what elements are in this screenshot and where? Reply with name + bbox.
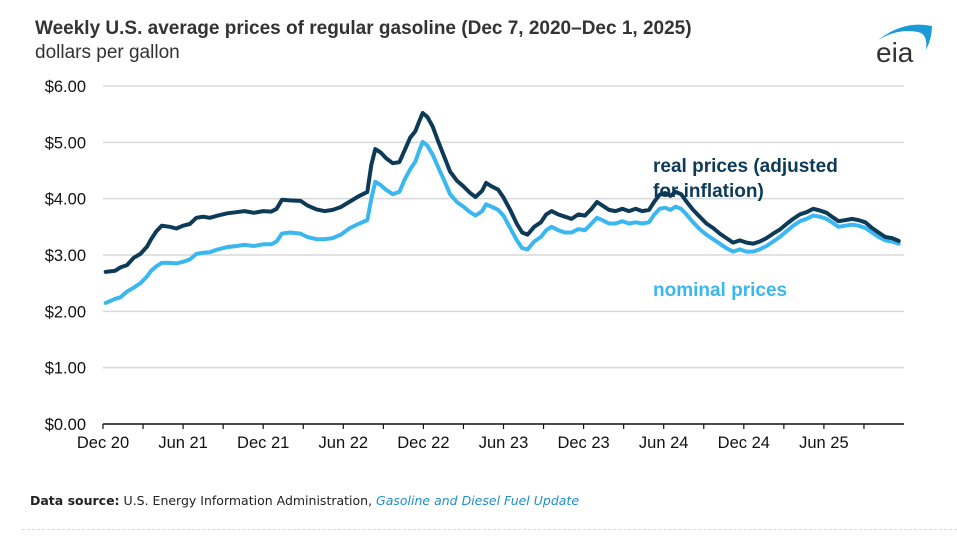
nominal-prices-line: [103, 139, 901, 305]
data-source: Data source: U.S. Energy Information Adm…: [30, 493, 579, 508]
eia-logo-text: eia: [876, 37, 914, 66]
annotations: real prices (adjusted for inflation) nomin…: [653, 156, 838, 301]
x-axis: Dec 20 Jun 21 Dec 21 Jun 22 Dec 22 Jun 23 Dec …: [77, 423, 904, 452]
x-tick-label: Dec 21: [237, 434, 289, 452]
real-prices-line: [103, 111, 901, 274]
source-link[interactable]: Gasoline and Diesel Fuel Update: [376, 493, 580, 508]
y-tick-label: $4.00: [45, 191, 86, 209]
x-tick-label: Jun 25: [799, 434, 849, 452]
x-tick-label: Dec 22: [397, 434, 449, 452]
chart-subtitle: dollars per gallon: [35, 42, 180, 63]
nominal-prices-label: nominal prices: [653, 280, 787, 301]
y-tick-label: $6.00: [45, 78, 86, 96]
chart-title: Weekly U.S. average prices of regular ga…: [35, 18, 692, 39]
source-label: Data source:: [30, 493, 120, 508]
eia-logo-arc: [878, 24, 932, 50]
x-tick-label: Dec 20: [77, 434, 129, 452]
y-tick-label: $3.00: [45, 247, 86, 265]
series-lines: [103, 111, 901, 305]
y-tick-label: $5.00: [45, 134, 86, 152]
x-tick-label: Dec 24: [718, 434, 770, 452]
y-tick-label: $1.00: [45, 360, 86, 378]
source-text: U.S. Energy Information Administration,: [123, 493, 373, 508]
y-axis: $0.00 $1.00 $2.00 $3.00 $4.00 $5.00 $6.00: [45, 78, 86, 434]
real-prices-label: for inflation): [653, 181, 764, 202]
line-chart: $0.00 $1.00 $2.00 $3.00 $4.00 $5.00 $6.00 Dec …: [45, 78, 904, 452]
y-tick-label: $2.00: [45, 303, 86, 321]
x-tick-label: Jun 22: [319, 434, 369, 452]
x-tick-label: Jun 24: [639, 434, 689, 452]
eia-logo: eia: [876, 24, 932, 66]
x-tick-label: Jun 23: [479, 434, 529, 452]
x-tick-label: Dec 23: [557, 434, 609, 452]
x-tick-label: Jun 21: [158, 434, 208, 452]
real-prices-label: real prices (adjusted: [653, 156, 838, 177]
y-tick-label: $0.00: [45, 416, 86, 434]
footer-divider: [22, 529, 957, 530]
